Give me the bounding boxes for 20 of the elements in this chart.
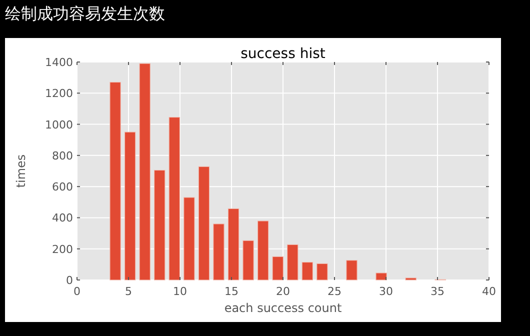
x-tick-label: 30 [379, 285, 393, 298]
x-tick-label: 25 [328, 285, 342, 298]
y-tick-label: 800 [52, 149, 73, 162]
y-tick-label: 0 [66, 274, 73, 287]
y-axis-title: times [14, 154, 28, 188]
chart-subtitle: success hist [240, 46, 326, 62]
y-tick-label: 400 [52, 212, 73, 225]
y-tick-label: 200 [52, 242, 73, 256]
x-tick-label: 5 [125, 285, 132, 298]
x-tick-label: 40 [482, 285, 496, 298]
x-axis-title: each success count [224, 301, 342, 315]
x-tick-label: 20 [276, 285, 290, 298]
x-tick-label: 15 [224, 285, 238, 298]
y-tick-label: 600 [52, 180, 73, 194]
chart-title: 绘制成功容易发生次数 [5, 5, 165, 23]
y-tick-label: 1400 [45, 56, 73, 69]
x-tick-label: 35 [430, 285, 444, 298]
y-tick-label: 1000 [45, 118, 73, 132]
y-tick-label: 1200 [45, 87, 73, 100]
x-tick-label: 10 [173, 285, 187, 298]
